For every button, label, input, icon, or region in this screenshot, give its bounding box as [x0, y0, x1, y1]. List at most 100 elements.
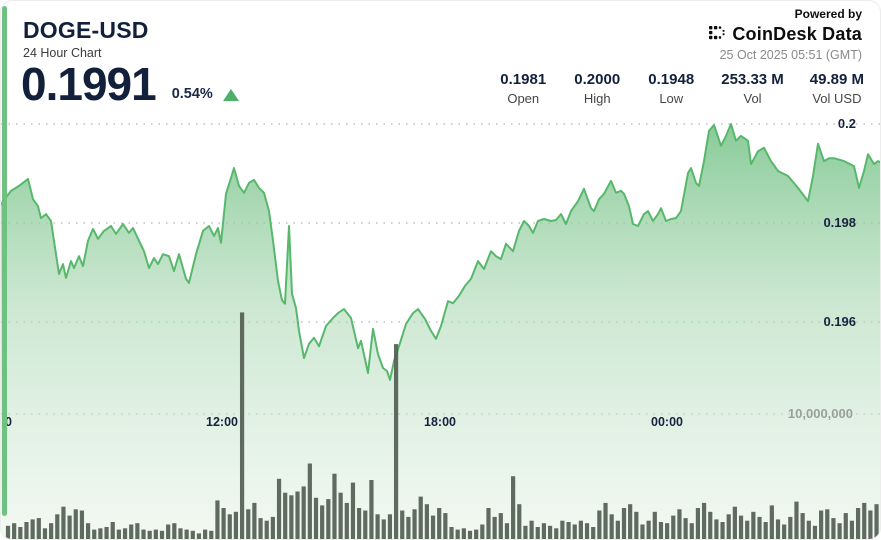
volume-bar [609, 514, 614, 539]
volume-bar [85, 523, 91, 539]
volume-bar [203, 529, 208, 539]
volume-bar [79, 510, 85, 539]
volume-bar [831, 518, 836, 539]
volume-bar [49, 523, 54, 539]
volume-bar [788, 516, 793, 539]
coindesk-brand-link[interactable]: CoinDesk Data [732, 24, 862, 44]
volume-bar [42, 528, 48, 539]
volume-bar [523, 525, 528, 539]
price-line [1, 123, 880, 381]
volume-bar [535, 527, 540, 539]
volume-bar [455, 529, 460, 539]
volume-bar [658, 522, 664, 539]
volume-bar [726, 514, 731, 539]
stat-label: Vol [743, 91, 762, 106]
stat-value: 49.89 M [809, 71, 864, 88]
volume-bar [221, 508, 226, 539]
volume-bar [98, 528, 103, 539]
volume-bar [708, 511, 713, 539]
volume-bar [467, 530, 473, 539]
volume-bar [794, 501, 799, 539]
volume-bar [849, 520, 855, 539]
volume-bar [874, 504, 879, 539]
volume-bar [634, 511, 639, 539]
volume-bar [252, 502, 257, 539]
stat-value: 0.2000 [574, 71, 621, 88]
volume-bar [738, 515, 744, 539]
chart-header: DOGE-USD 24 Hour Chart [23, 17, 149, 60]
volume-bar [338, 492, 343, 539]
volume-bar [61, 506, 66, 539]
volume-bar [135, 523, 140, 539]
volume-bar [825, 509, 830, 539]
price-change-percent: 0.54% [171, 86, 213, 102]
volume-bar [215, 500, 220, 539]
volume-bar [283, 492, 288, 539]
volume-bar [868, 510, 873, 539]
volume-bar [400, 510, 405, 539]
volume-bar [732, 506, 737, 539]
price-area-fill [1, 124, 880, 539]
volume-bar [695, 508, 701, 539]
volume-bar [584, 523, 590, 539]
volume-bar [166, 524, 171, 539]
volume-bar [862, 502, 867, 539]
volume-bar [332, 473, 337, 539]
volume-bar [18, 527, 23, 539]
volume-bar [855, 508, 861, 539]
volume-bar [628, 504, 633, 539]
stat-label: Open [507, 91, 540, 106]
volume-bar [775, 519, 781, 539]
volume-bar [714, 519, 719, 539]
volume-bar [375, 514, 380, 539]
volume-bar [369, 480, 374, 539]
volume-bar [615, 520, 620, 539]
page-title: DOGE-USD [23, 17, 149, 43]
volume-bar [769, 505, 774, 539]
price-area-series [1, 123, 880, 539]
volume-bar [24, 522, 29, 539]
volume-bar [320, 505, 325, 539]
volume-bar [122, 528, 128, 539]
volume-bar [800, 513, 805, 539]
volume-bar [276, 478, 282, 539]
volume-bar [418, 496, 423, 539]
volume-bar [701, 502, 707, 539]
volume-bar [683, 518, 688, 539]
stat-label: Vol USD [812, 91, 862, 106]
volume-bar [443, 513, 448, 539]
stat-low: 0.1948 Low [647, 71, 695, 106]
volume-bar [751, 511, 756, 539]
arrow-up-icon [222, 89, 239, 101]
volume-bar [412, 509, 417, 539]
volume-bar [239, 312, 245, 539]
volume-bar [646, 520, 651, 539]
volume-bar [424, 504, 429, 539]
stat-value: 253.33 M [721, 71, 784, 88]
volume-bar [227, 514, 232, 539]
volume-bar [196, 533, 202, 539]
left-accent-bar [2, 6, 7, 516]
chart-timestamp: 25 Oct 2025 05:51 (GMT) [719, 48, 862, 62]
volume-bar [480, 524, 485, 539]
stat-label: High [583, 91, 611, 106]
volume-bar [806, 520, 811, 539]
volume-bar [511, 476, 516, 539]
volume-bar [474, 529, 479, 539]
volume-bar [843, 513, 848, 539]
volume-bar [720, 522, 725, 539]
volume-bar [159, 530, 165, 539]
volume-bar [184, 529, 189, 539]
volume-bar [110, 522, 115, 539]
volume-bar [141, 529, 146, 539]
volume-bar [172, 523, 177, 539]
volume-bar [578, 520, 583, 539]
chart-subtitle: 24 Hour Chart [23, 46, 102, 60]
volume-bar [597, 510, 602, 539]
volume-bar [504, 523, 510, 539]
volume-bar [430, 515, 436, 539]
volume-bar [350, 482, 356, 539]
volume-bar [233, 511, 239, 539]
coindesk-logo-icon [709, 26, 726, 43]
